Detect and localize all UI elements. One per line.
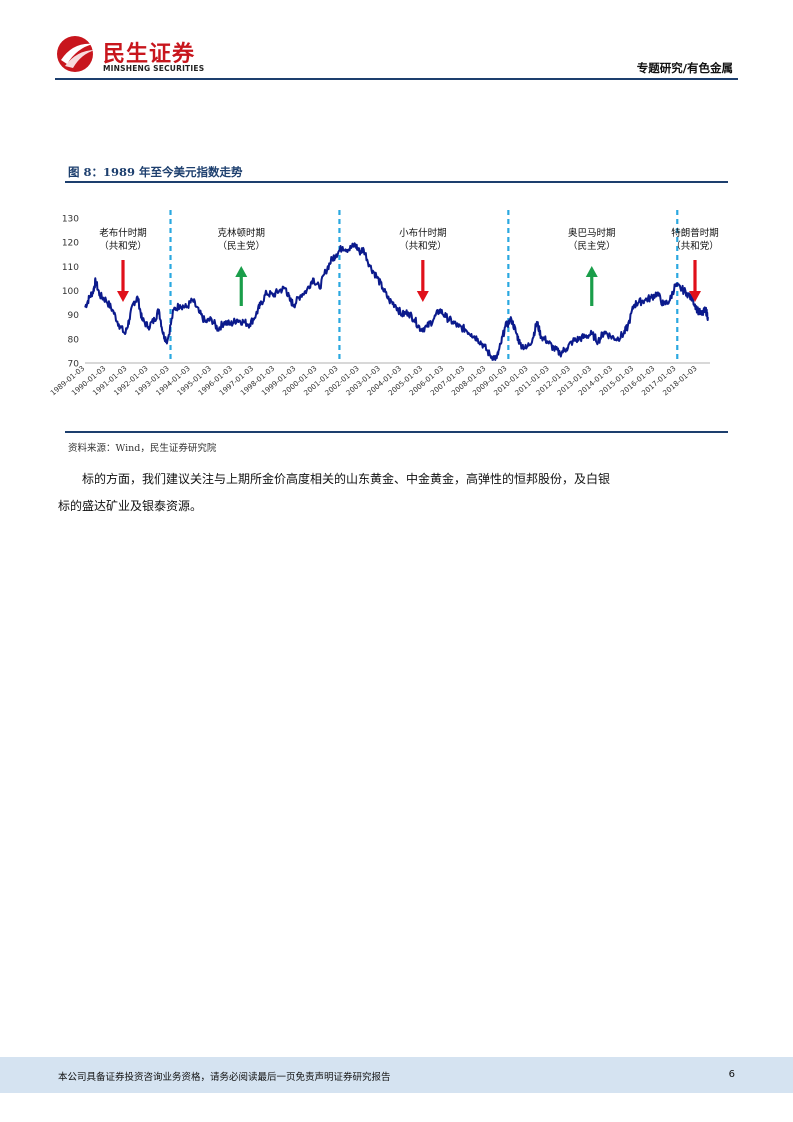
x-axis: 1989-01-031990-01-031991-01-031992-01-03… [50,364,699,398]
annotation-wbush-party: （共和党） [399,240,447,252]
annotation-bush-label: 老布什时期 [99,227,147,239]
y-tick-label: 70 [68,360,80,370]
figure-top-rule [65,181,728,183]
y-tick-label: 100 [62,287,79,297]
y-tick-label: 90 [68,311,80,321]
annotation-trump-party: （共和党） [671,240,719,252]
usd-index-line [84,242,709,361]
y-tick-label: 130 [62,215,79,225]
annotation-clinton-label: 克林顿时期 [217,227,265,239]
report-section: 专题研究/有色金属 [636,61,733,75]
arrow-up-icon [235,266,248,277]
period-annotations: 老布什时期（共和党）克林顿时期（民主党）小布什时期（共和党）奥巴马时期（民主党）… [99,227,719,306]
footer-bar [0,1057,793,1093]
series-layer [84,242,709,361]
arrow-down-icon [117,291,130,302]
brand-name-en: MINSHENG SECURITIES [103,64,205,73]
header-divider [55,78,738,80]
usd-index-chart: 70 80 90 100 110 120 130 1989-01-031990-01-031… [50,210,719,398]
annotation-wbush-label: 小布什时期 [399,227,447,239]
y-axis: 70 80 90 100 110 120 130 [62,215,710,370]
figure-title: 图 8：1989 年至今美元指数走势 [68,165,243,179]
body-paragraph: 标的方面，我们建议关注与上期所金价高度相关的山东黄金、中金黄金，高弹性的恒邦股份… [58,472,611,513]
y-tick-label: 80 [68,335,80,345]
annotation-clinton-party: （民主党） [217,240,265,252]
page-number: 6 [728,1069,735,1080]
annotation-obama-party: （民主党） [568,240,616,252]
figure-source: 资料来源：Wind，民生证券研究院 [68,443,217,454]
minsheng-logo-icon [57,36,95,72]
footer-disclaimer: 本公司具备证券投资咨询业务资格，请务必阅读最后一页免责声明证券研究报告 [58,1072,391,1083]
arrow-down-icon [689,291,701,302]
y-tick-label: 110 [62,263,79,273]
brand-name-cn: 民生证券 [103,42,196,67]
y-tick-label: 120 [62,239,79,249]
annotation-trump-label: 特朗普时期 [671,227,719,239]
arrow-down-icon [416,291,429,302]
annotation-obama-label: 奥巴马时期 [568,227,616,239]
arrow-up-icon [585,266,598,277]
brand-logo: 民生证券 MINSHENG SECURITIES [55,34,215,78]
annotation-bush-party: （共和党） [99,240,147,252]
figure-bottom-rule [65,431,728,433]
